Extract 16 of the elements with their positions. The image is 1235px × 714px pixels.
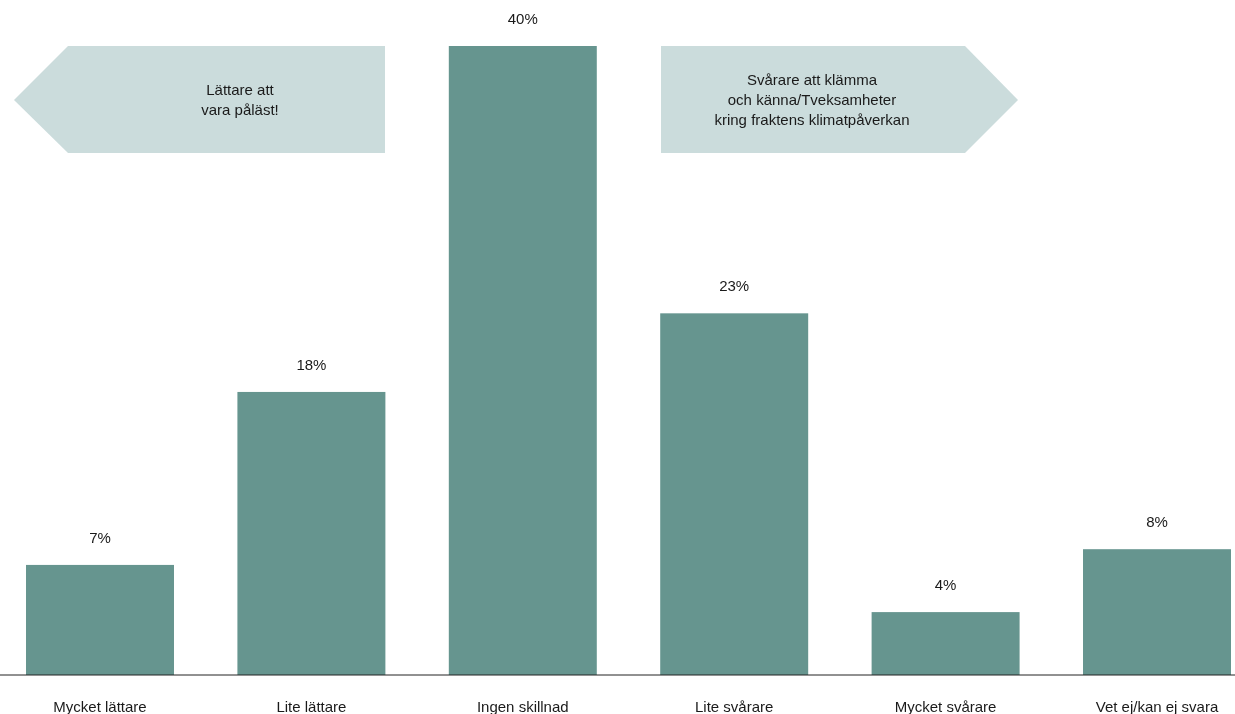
data-label: 8% xyxy=(1146,513,1168,531)
data-label: 7% xyxy=(89,528,111,546)
data-label: 40% xyxy=(507,10,538,27)
x-tick-label: Lite lättare xyxy=(276,698,347,714)
bar xyxy=(448,46,597,675)
bar xyxy=(26,564,174,675)
bar xyxy=(237,391,386,675)
bar xyxy=(871,612,1020,675)
data-label: 4% xyxy=(934,576,957,594)
data-label: 23% xyxy=(719,277,750,295)
bar xyxy=(660,313,809,675)
annotation: Lättare att vara påläst! xyxy=(201,81,279,118)
data-label: 18% xyxy=(296,355,327,373)
bar xyxy=(1083,549,1231,675)
annotation: Svårare att klämma och känna/Tveksamheter kring fraktens klimatpåverkan xyxy=(714,71,910,128)
x-tick-label: Lite svårare xyxy=(695,698,774,714)
